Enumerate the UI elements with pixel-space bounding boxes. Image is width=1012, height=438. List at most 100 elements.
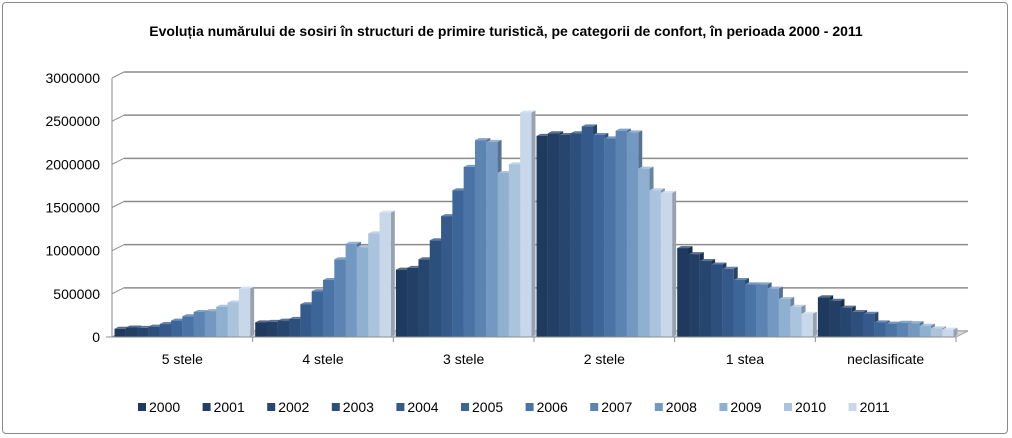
bar-top: [829, 298, 845, 301]
bar-face: [148, 326, 160, 337]
legend-label: 2000: [149, 399, 180, 415]
bar-face: [216, 306, 228, 337]
bar-side: [390, 210, 395, 337]
legend-swatch: [396, 403, 405, 411]
bar-face: [238, 288, 251, 337]
bar-face: [767, 288, 779, 337]
bar-face: [171, 320, 183, 337]
bar-face: [638, 168, 650, 337]
bar-face: [407, 267, 419, 337]
bar-top: [660, 190, 677, 193]
legend-item: 2004: [396, 399, 439, 415]
bar-face: [699, 261, 712, 337]
legend-item: 2006: [525, 399, 568, 415]
legend-item: 2001: [202, 399, 245, 415]
bar-face: [345, 243, 357, 337]
bar-face: [204, 311, 217, 337]
bar-top: [745, 282, 761, 285]
bar-top: [547, 131, 564, 134]
bar-top: [790, 304, 806, 307]
bar-face: [486, 141, 498, 337]
bar-face: [851, 311, 864, 337]
bar-face: [266, 321, 278, 337]
gridline-side: [111, 157, 125, 165]
bar-top: [615, 128, 631, 131]
bar-top: [238, 286, 255, 289]
bar-face: [418, 259, 430, 337]
bar-face: [182, 316, 194, 337]
x-tick-label: 3 stele: [443, 351, 484, 367]
bar-face: [790, 306, 802, 337]
y-tick-label: 1500000: [45, 200, 100, 216]
bar-face: [429, 240, 442, 337]
bar-face: [756, 284, 768, 337]
legend-swatch: [267, 403, 276, 411]
bar-face: [193, 311, 205, 337]
bar-top: [474, 138, 491, 141]
y-axis: 0 500000 1000000 1500000 2000000 2500000 30000…: [45, 70, 113, 345]
gridline-side: [111, 244, 125, 252]
bar-top: [638, 166, 654, 169]
bar-face: [114, 328, 126, 337]
bar-side: [953, 327, 958, 337]
gridline-side: [111, 287, 125, 295]
bar-face: [536, 135, 548, 337]
bar: [238, 286, 255, 337]
bar-side: [812, 311, 817, 337]
legend-label: 2006: [537, 399, 568, 415]
bar-face: [660, 192, 673, 337]
bar-top: [379, 210, 395, 213]
bar-top: [486, 139, 502, 142]
bar-top: [688, 252, 704, 255]
bar-face: [570, 133, 582, 337]
legend-label: 2008: [666, 399, 697, 415]
legend-label: 2001: [214, 399, 245, 415]
y-tick-label: 3000000: [45, 70, 100, 86]
legend-label: 2002: [278, 399, 309, 415]
bar-top: [581, 124, 598, 127]
bar-top: [125, 325, 142, 328]
bar-face: [593, 134, 605, 337]
gridline-side: [111, 71, 125, 79]
y-tick-label: 500000: [53, 286, 100, 302]
bar: [942, 327, 958, 337]
legend-item: 2010: [784, 399, 826, 415]
y-tick-label: 2000000: [45, 156, 100, 172]
x-tick-label: 1 stea: [726, 351, 764, 367]
bar-top: [930, 326, 947, 329]
bar-side: [250, 286, 255, 337]
bar-face: [452, 190, 464, 337]
bar-face: [289, 318, 301, 337]
bar-face: [908, 323, 920, 337]
bar-top: [677, 246, 693, 249]
bar-face: [896, 322, 909, 337]
x-tick-label: 2 stele: [584, 351, 625, 367]
bar-face: [547, 133, 560, 337]
bar: [660, 190, 677, 337]
bar-face: [323, 280, 335, 337]
bar-face: [497, 172, 509, 337]
bar-side: [672, 190, 677, 337]
bar-top: [801, 311, 817, 314]
bar-top: [711, 262, 727, 265]
legend-swatch: [848, 403, 857, 411]
bar-top: [874, 320, 890, 323]
bar-face: [722, 268, 734, 337]
legend-swatch: [202, 403, 211, 411]
legend-item: 2011: [848, 399, 890, 415]
bar-top: [593, 132, 609, 135]
y-tick-label: 0: [92, 329, 100, 345]
bar-top: [840, 305, 856, 308]
legend-label: 2011: [860, 399, 890, 415]
bar-top: [626, 130, 643, 133]
bar-face: [615, 130, 627, 337]
bar-marks: [114, 110, 958, 338]
bar-top: [851, 309, 868, 312]
legend-swatch: [331, 403, 340, 411]
bar-top: [767, 286, 783, 289]
bar-face: [520, 112, 532, 338]
legend-swatch: [590, 403, 599, 411]
bar-face: [356, 247, 369, 337]
bar-top: [778, 297, 795, 300]
legend-item: 2007: [590, 399, 633, 415]
